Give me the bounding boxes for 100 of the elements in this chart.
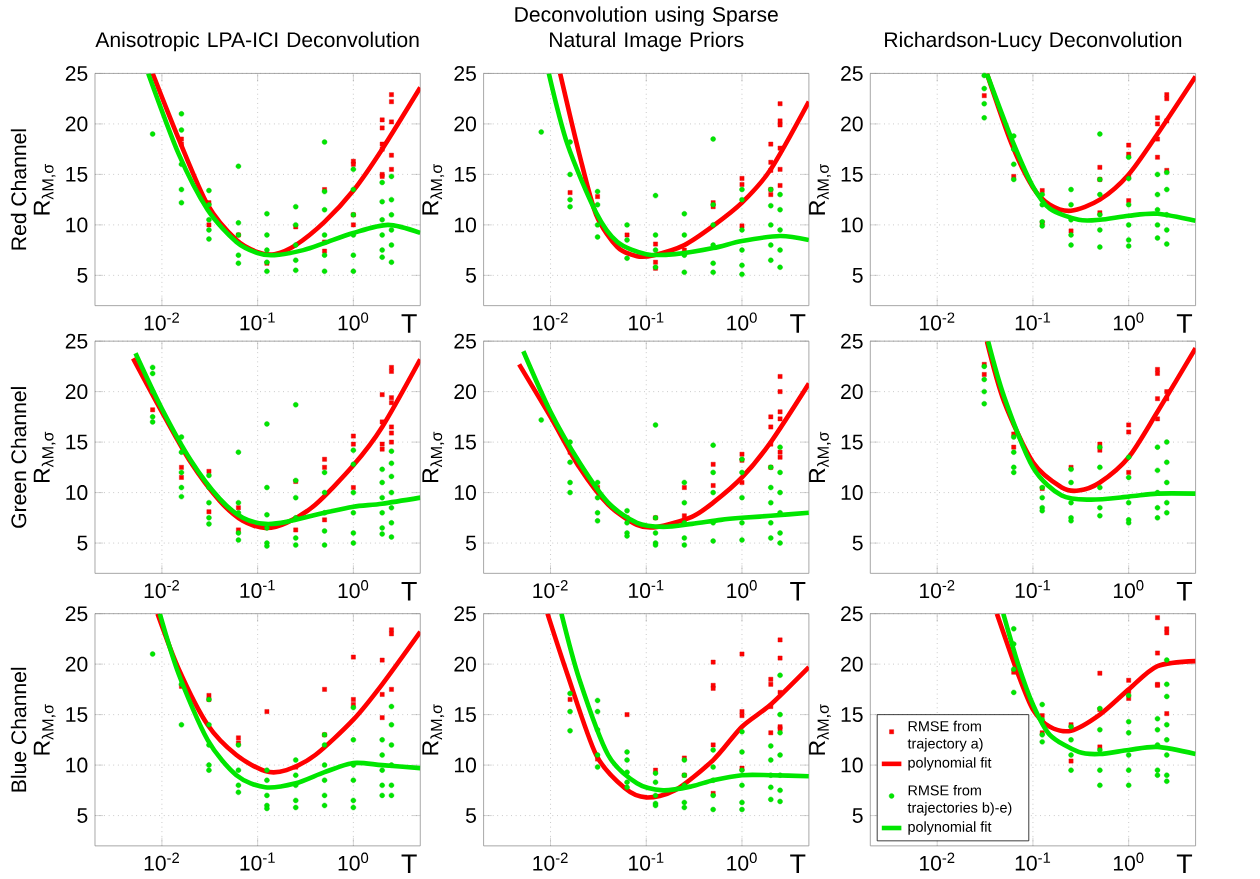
x-tick-label: 10$^{-1}$ xyxy=(629,579,664,598)
y-tick-label: 5 xyxy=(77,808,88,823)
y-tick-label: 25 xyxy=(841,65,863,81)
x-tick-label: 10$^{0}$ xyxy=(338,579,369,599)
y-tick-label: 10 xyxy=(841,217,863,233)
y-tick-label: 10 xyxy=(841,757,863,773)
y-tick-label: 5 xyxy=(77,535,88,551)
x-tick-label: 10$^{0}$ xyxy=(1113,579,1144,599)
y-tick-label: 20 xyxy=(454,116,477,132)
x-tick-label: 10$^{-1}$ xyxy=(1015,579,1051,598)
text: Blue Channel xyxy=(10,667,27,792)
y-axis-title: R$_{λM,σ}$ xyxy=(809,704,831,755)
x-tick-label: 10$^{-2}$ xyxy=(920,312,955,331)
y-tick-label: 20 xyxy=(841,116,863,132)
y-tick-label: 15 xyxy=(454,166,476,182)
y-tick-label: 10 xyxy=(454,217,477,233)
x-tick-label: 10$^{-2}$ xyxy=(533,579,568,599)
x-tick-label: 10$^{-2}$ xyxy=(533,312,568,331)
y-tick-label: 5 xyxy=(465,808,476,823)
y-tick-label: 25 xyxy=(841,605,863,621)
x-axis-title: T xyxy=(790,314,806,333)
x-tick-label: 10$^{-2}$ xyxy=(144,579,179,599)
legend-label: polynomial fit xyxy=(908,756,992,771)
y-tick-label: 15 xyxy=(841,434,863,450)
y-tick-label: 15 xyxy=(454,434,476,450)
y-tick-label: 25 xyxy=(454,333,476,349)
y-tick-label: 15 xyxy=(66,166,88,182)
y-tick-label: 20 xyxy=(65,116,88,132)
chart-title: Anisotropic LPA-ICI Deconvolution xyxy=(95,31,419,52)
y-tick-label: 20 xyxy=(454,383,477,399)
x-tick-label: 10$^{-2}$ xyxy=(144,312,179,331)
x-axis-title: T xyxy=(1176,854,1193,873)
chart-title: Richardson-Lucy Deconvolution xyxy=(885,31,1182,52)
y-tick-label: 5 xyxy=(852,808,863,823)
text: Green Channel xyxy=(10,386,27,528)
x-axis-title: T xyxy=(1176,314,1193,333)
legend-label: polynomial fit xyxy=(908,821,992,835)
y-axis-title: R$_{λM,σ}$ xyxy=(33,163,56,215)
x-tick-label: 10$^{0}$ xyxy=(727,312,757,331)
x-tick-label: 10$^{-2}$ xyxy=(144,852,179,871)
y-tick-label: 20 xyxy=(841,383,863,399)
x-tick-label: 10$^{0}$ xyxy=(338,852,369,871)
y-tick-label: 25 xyxy=(65,333,88,349)
x-tick-label: 10$^{0}$ xyxy=(338,312,369,331)
y-tick-label: 10 xyxy=(66,757,88,773)
y-tick-label: 5 xyxy=(77,267,88,283)
y-tick-label: 25 xyxy=(65,605,88,621)
y-tick-label: 20 xyxy=(65,656,88,672)
x-tick-label: 10$^{-1}$ xyxy=(629,852,664,871)
y-tick-label: 20 xyxy=(65,383,88,399)
x-axis-title: T xyxy=(790,854,806,873)
y-tick-label: 15 xyxy=(66,707,88,722)
y-tick-label: 20 xyxy=(841,656,863,672)
y-tick-label: 5 xyxy=(465,267,476,283)
x-axis-title: T xyxy=(401,854,417,873)
y-tick-label: 5 xyxy=(465,535,476,551)
x-tick-label: 10$^{-1}$ xyxy=(1015,852,1051,871)
x-axis-title: T xyxy=(401,581,417,601)
legend-label: RMSE from trajectory a) xyxy=(907,720,983,752)
x-axis-title: T xyxy=(790,581,806,601)
x-tick-label: 10$^{0}$ xyxy=(1113,312,1144,331)
y-tick-label: 25 xyxy=(65,65,88,81)
y-axis-title: R$_{λM,σ}$ xyxy=(422,431,445,482)
x-tick-label: 10$^{-1}$ xyxy=(240,852,275,871)
x-tick-label: 10$^{-2}$ xyxy=(920,579,955,599)
y-axis-title: R$_{λM,σ}$ xyxy=(33,704,56,755)
y-tick-label: 10 xyxy=(454,757,477,773)
x-axis-title: T xyxy=(1176,581,1193,601)
x-tick-label: 10$^{0}$ xyxy=(727,579,757,599)
y-axis-title: R$_{λM,σ}$ xyxy=(33,431,56,482)
y-tick-label: 10 xyxy=(841,484,863,500)
x-axis-title: T xyxy=(401,314,417,333)
x-tick-label: 10$^{-1}$ xyxy=(240,579,275,598)
y-tick-label: 10 xyxy=(454,484,477,500)
y-tick-label: 5 xyxy=(852,267,863,283)
y-tick-label: 15 xyxy=(841,707,863,722)
y-tick-label: 15 xyxy=(66,434,88,450)
y-tick-label: 25 xyxy=(454,605,476,621)
y-axis-title: R$_{λM,σ}$ xyxy=(422,704,445,755)
y-axis-title: R$_{λM,σ}$ xyxy=(809,163,831,215)
x-tick-label: 10$^{-1}$ xyxy=(629,312,664,331)
y-tick-label: 10 xyxy=(66,484,88,500)
x-tick-label: 10$^{-2}$ xyxy=(920,852,955,871)
legend-label: RMSE from trajectories b)-e) xyxy=(907,784,1012,816)
y-tick-label: 20 xyxy=(454,656,477,672)
y-tick-label: 10 xyxy=(66,217,88,233)
x-tick-label: 10$^{-1}$ xyxy=(1015,312,1051,331)
y-axis-title: R$_{λM,σ}$ xyxy=(809,431,831,482)
chart-title: Deconvolution using Sparse Natural Image Priors xyxy=(515,6,778,52)
text: Red Channel xyxy=(10,129,27,250)
y-tick-label: 15 xyxy=(454,707,476,722)
x-tick-label: 10$^{0}$ xyxy=(727,852,757,871)
y-tick-label: 15 xyxy=(841,166,863,182)
y-tick-label: 5 xyxy=(852,535,863,551)
x-tick-label: 10$^{-2}$ xyxy=(533,852,568,871)
y-tick-label: 25 xyxy=(841,333,863,349)
x-tick-label: 10$^{-1}$ xyxy=(240,312,275,331)
x-tick-label: 10$^{0}$ xyxy=(1113,852,1144,871)
y-axis-title: R$_{λM,σ}$ xyxy=(422,163,445,215)
y-tick-label: 25 xyxy=(454,65,476,81)
